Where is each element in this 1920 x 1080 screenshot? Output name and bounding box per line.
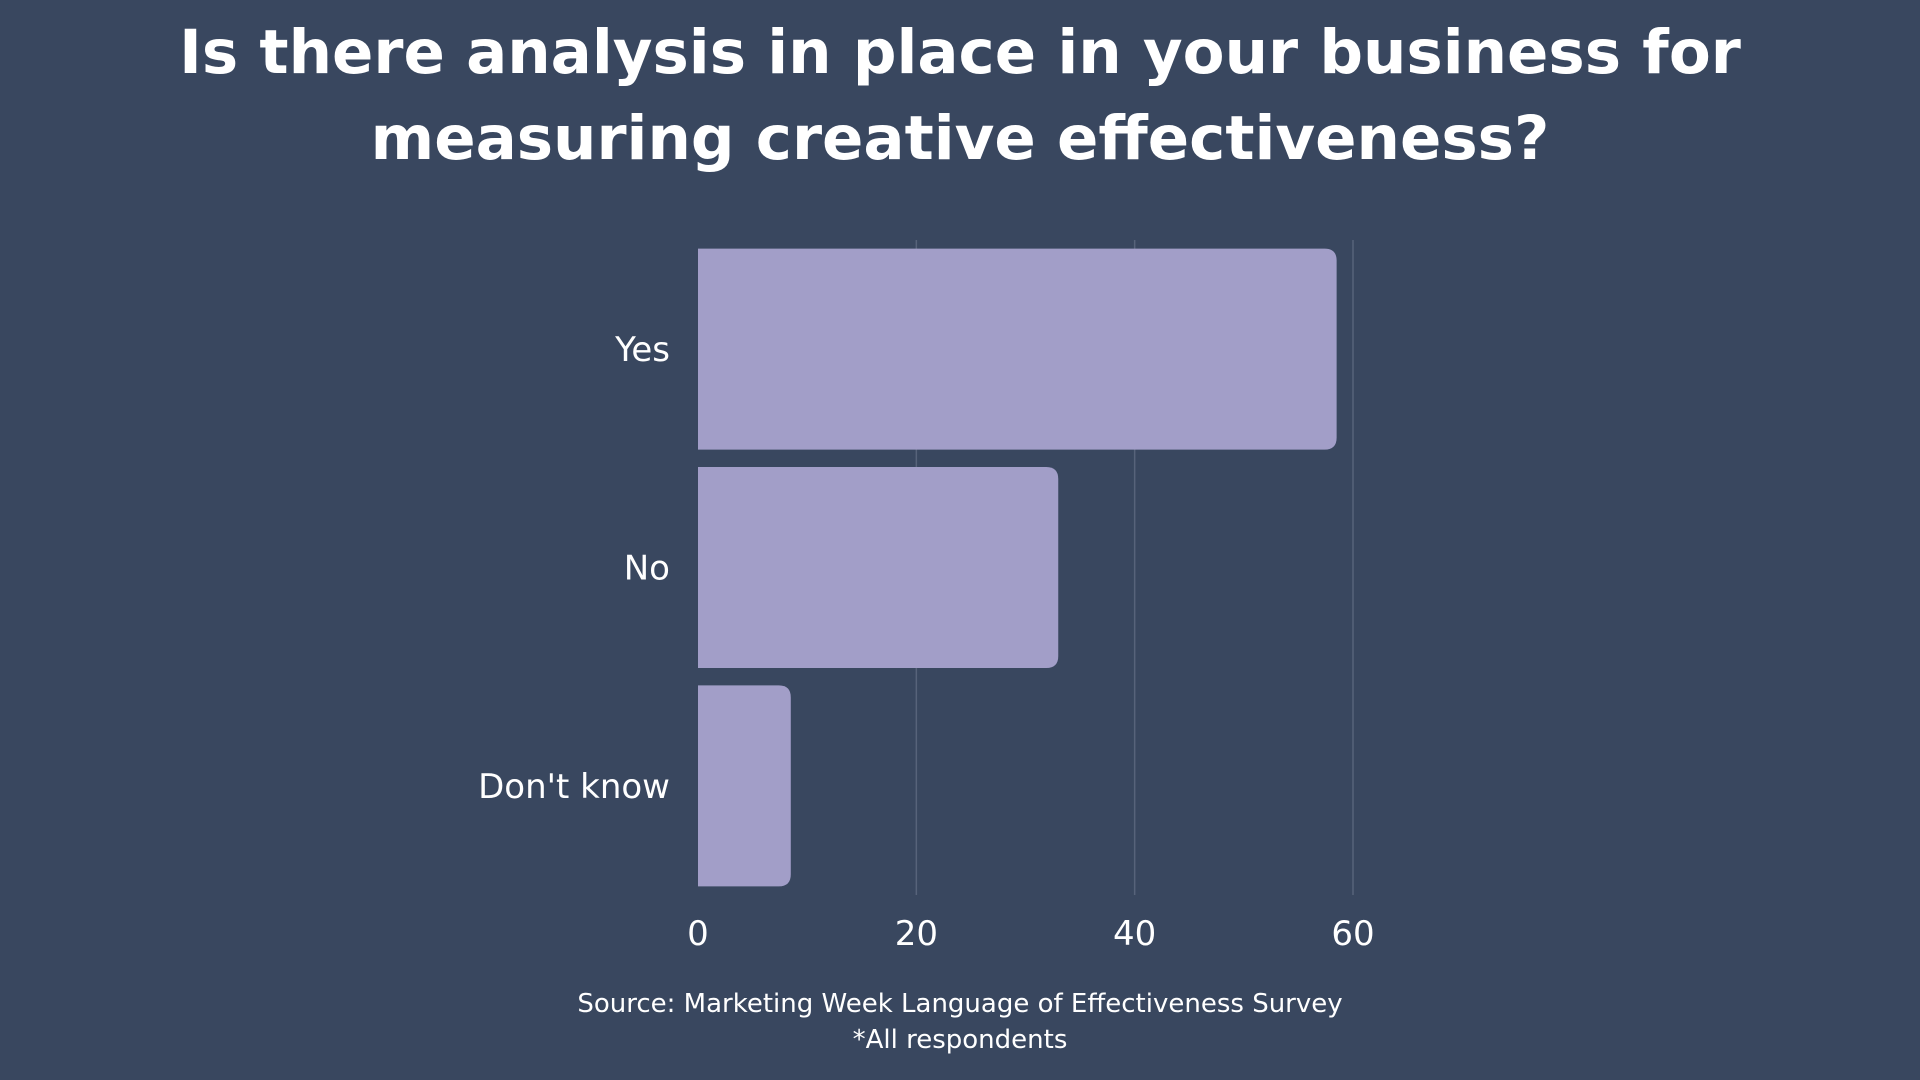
category-label: Don't know	[478, 767, 670, 807]
category-label: No	[624, 549, 670, 589]
chart-title-line-2: measuring creative effectiveness?	[370, 103, 1550, 174]
bar-yes	[698, 248, 1337, 450]
chart-footer: Source: Marketing Week Language of Effec…	[0, 986, 1920, 1058]
x-tick-label: 0	[687, 914, 709, 954]
source-note: Source: Marketing Week Language of Effec…	[577, 989, 1343, 1019]
bar-no	[698, 467, 1059, 668]
x-axis-tick-labels: 0 20 40 60	[687, 914, 1374, 954]
x-tick-label: 60	[1331, 914, 1374, 954]
category-labels: Yes No Don't know	[478, 330, 670, 807]
chart-title: Is there analysis in place in your busin…	[0, 10, 1920, 182]
x-tick-label: 20	[895, 914, 938, 954]
x-tick-label: 40	[1113, 914, 1156, 954]
respondents-note: *All respondents	[852, 1025, 1068, 1055]
category-label: Yes	[614, 330, 670, 370]
chart-title-line-1: Is there analysis in place in your busin…	[179, 17, 1741, 88]
bars	[698, 248, 1337, 887]
bar-don-t-know	[698, 685, 791, 887]
